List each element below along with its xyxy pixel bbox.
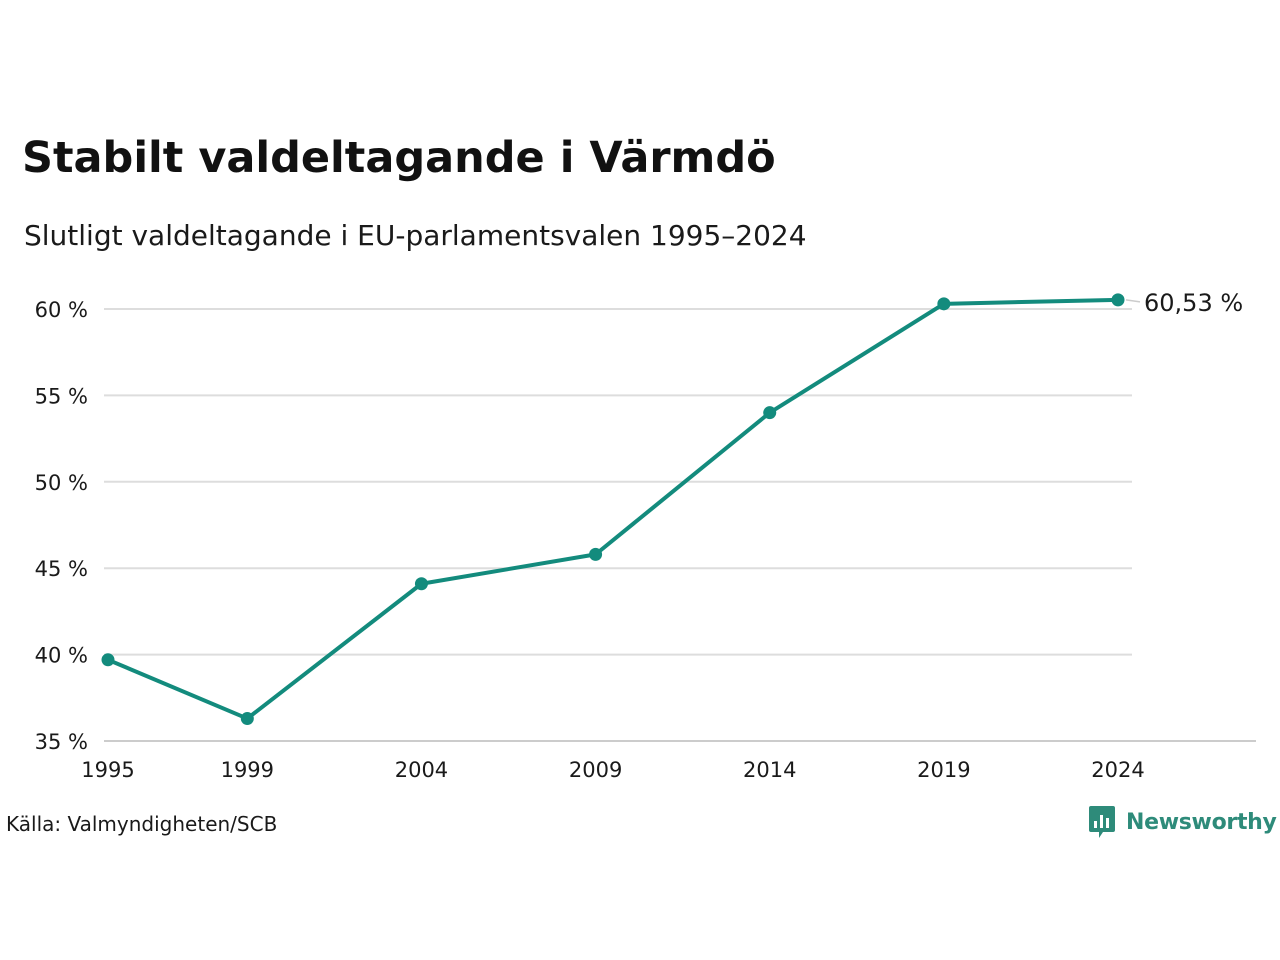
end-value-label: 60,53 % [1144,289,1243,317]
data-point [1111,293,1125,307]
data-point [240,712,254,726]
y-tick-label: 60 % [35,298,88,322]
y-tick-label: 40 % [35,644,88,668]
series-line [106,297,1120,721]
chart-subtitle: Slutligt valdeltagande i EU-parlamentsva… [24,219,807,252]
axes: 35 % 40 % 45 % 50 % 55 % 60 % 1995 1999 2004 2009… [35,298,1256,782]
data-point [589,547,603,561]
x-tick-label: 2009 [569,758,622,782]
brand-name: Newsworthy [1126,809,1277,835]
y-tick-label: 45 % [35,557,88,581]
series [101,293,1125,726]
x-tick-label: 2014 [743,758,796,782]
data-point [101,653,115,667]
x-tick-label: 1999 [221,758,274,782]
brand-logo: Newsworthy [1088,802,1277,842]
data-point [763,406,777,420]
end-label-connector [1125,299,1141,303]
x-tick-label: 2019 [917,758,970,782]
labels: 60,53 % [1125,289,1243,317]
y-tick-label: 55 % [35,384,88,408]
data-point [414,577,428,591]
x-tick-label: 1995 [81,758,134,782]
y-tick-label: 50 % [35,471,88,495]
bar-chart-speech-bubble-icon [1089,806,1115,838]
data-point [937,297,951,311]
x-tick-label: 2024 [1091,758,1144,782]
y-tick-label: 35 % [35,730,88,754]
x-tick-label: 2004 [395,758,448,782]
gridlines [104,308,1132,656]
source-note: Källa: Valmyndigheten/SCB [6,812,278,836]
chart-title: Stabilt valdeltagande i Värmdö [22,133,776,183]
